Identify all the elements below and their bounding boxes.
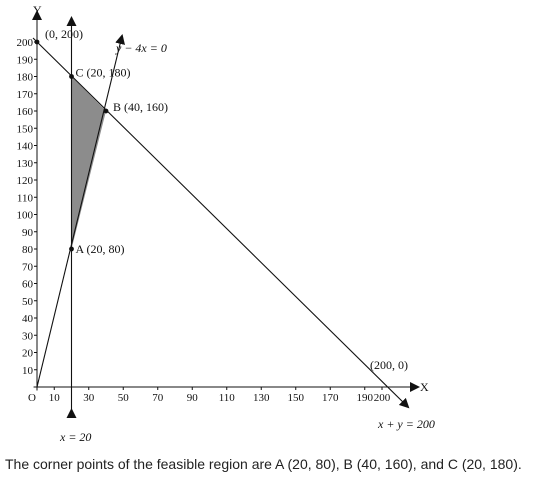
point-2 bbox=[103, 108, 109, 114]
y-tick-label: 200 bbox=[17, 37, 34, 49]
y-tick-label: 40 bbox=[22, 313, 34, 325]
y-tick-label: 170 bbox=[17, 89, 34, 101]
point-label: C (20, 180) bbox=[76, 66, 131, 80]
point-0 bbox=[34, 39, 40, 45]
line-x-plus-y bbox=[32, 37, 410, 409]
point-1 bbox=[69, 74, 74, 79]
x-tick-label: 200 bbox=[374, 392, 391, 404]
x-axis-label: X bbox=[420, 380, 429, 394]
y-tick-label: 60 bbox=[22, 279, 34, 291]
y-tick-label: 90 bbox=[22, 227, 34, 239]
y-tick-label: 50 bbox=[22, 296, 34, 308]
y-tick-label: 30 bbox=[22, 330, 34, 342]
y-tick-label: 120 bbox=[17, 175, 34, 187]
x-tick-label: 190 bbox=[357, 392, 374, 404]
x-tick-label: 150 bbox=[288, 392, 305, 404]
x-tick-label: 70 bbox=[152, 392, 164, 404]
point-label: (0, 200) bbox=[45, 27, 83, 41]
line-x-plus-y-label: x + y = 200 bbox=[377, 417, 435, 431]
y-tick-label: 180 bbox=[17, 72, 34, 84]
feasible-region bbox=[71, 76, 106, 249]
lpp-graph: X Y O 10 20 30 40 50 60 70 80 90 100 110 120 130 140 150… bbox=[17, 3, 435, 444]
y-tick-label: 190 bbox=[17, 54, 34, 66]
y-tick-label: 100 bbox=[17, 210, 34, 222]
point-3 bbox=[69, 246, 74, 252]
x-tick-label: 10 bbox=[49, 392, 61, 404]
x-tick-label: 30 bbox=[83, 392, 95, 404]
y-tick-label: 150 bbox=[17, 123, 34, 135]
x-tick-label: 50 bbox=[118, 392, 130, 404]
y-tick-label: 20 bbox=[22, 348, 34, 360]
line-y-minus-4x bbox=[36, 34, 125, 388]
line-x-eq-20-label: x = 20 bbox=[59, 430, 91, 444]
line-y-minus-4x-label: y − 4x = 0 bbox=[115, 41, 167, 55]
y-tick-label: 140 bbox=[17, 141, 34, 153]
x-tick-label: 90 bbox=[187, 392, 199, 404]
x-tick-label: 170 bbox=[322, 392, 339, 404]
point-label: (200, 0) bbox=[370, 358, 408, 372]
point-label: A (20, 80) bbox=[76, 242, 125, 256]
y-axis-label: Y bbox=[33, 3, 42, 17]
y-tick-label: 80 bbox=[22, 244, 34, 256]
y-tick-label: 10 bbox=[22, 365, 34, 377]
y-tick-label: 70 bbox=[22, 261, 34, 273]
x-tick-label: 110 bbox=[219, 392, 236, 404]
point-label: B (40, 160) bbox=[113, 100, 168, 114]
y-tick-label: 110 bbox=[17, 192, 34, 204]
caption-text: The corner points of the feasible region… bbox=[5, 456, 522, 472]
origin-label: O bbox=[28, 392, 36, 404]
x-tick-label: 130 bbox=[253, 392, 270, 404]
y-tick-label: 130 bbox=[17, 158, 34, 170]
y-tick-label: 160 bbox=[17, 106, 34, 118]
